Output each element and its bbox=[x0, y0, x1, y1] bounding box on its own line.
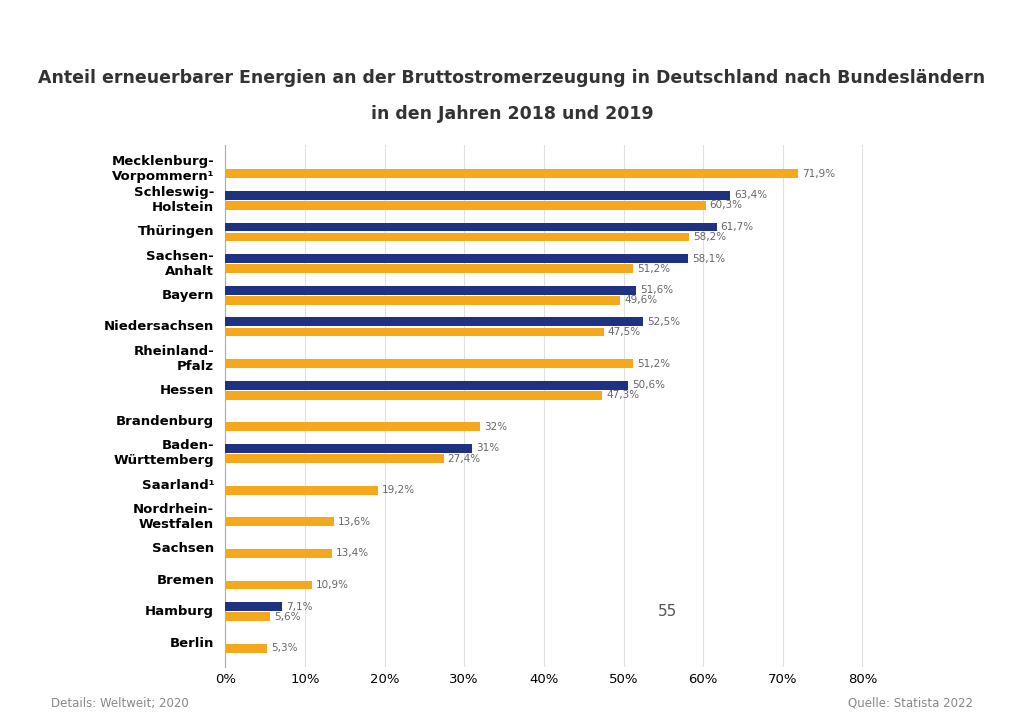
Text: 50,6%: 50,6% bbox=[632, 380, 666, 390]
Text: 49,6%: 49,6% bbox=[625, 295, 657, 305]
Bar bbox=[225, 423, 480, 431]
Text: 61,7%: 61,7% bbox=[721, 222, 754, 232]
Bar bbox=[225, 296, 621, 304]
Text: 51,2%: 51,2% bbox=[637, 264, 670, 274]
Text: 5,6%: 5,6% bbox=[273, 612, 300, 622]
Text: 71,9%: 71,9% bbox=[802, 169, 835, 179]
Bar bbox=[225, 286, 636, 294]
Text: 31%: 31% bbox=[476, 444, 500, 453]
Text: 32%: 32% bbox=[484, 422, 507, 432]
Bar bbox=[225, 486, 378, 494]
Bar bbox=[225, 518, 334, 526]
Bar bbox=[225, 318, 643, 326]
Bar bbox=[225, 233, 689, 241]
Bar bbox=[225, 223, 717, 231]
Bar bbox=[225, 201, 706, 210]
Text: Quelle: Statista 2022: Quelle: Statista 2022 bbox=[848, 697, 973, 710]
Text: 58,2%: 58,2% bbox=[693, 232, 726, 242]
Text: 51,2%: 51,2% bbox=[637, 359, 670, 368]
Text: 51,6%: 51,6% bbox=[640, 285, 674, 295]
Text: 13,4%: 13,4% bbox=[336, 548, 369, 558]
Bar bbox=[225, 613, 270, 621]
Bar bbox=[225, 549, 332, 558]
Text: 58,1%: 58,1% bbox=[692, 254, 725, 264]
Text: 7,1%: 7,1% bbox=[286, 602, 312, 612]
Bar bbox=[225, 170, 798, 178]
Text: 27,4%: 27,4% bbox=[447, 454, 480, 463]
Text: Details: Weltweit; 2020: Details: Weltweit; 2020 bbox=[51, 697, 189, 710]
Bar bbox=[225, 454, 443, 463]
Bar bbox=[225, 644, 267, 652]
Text: 47,3%: 47,3% bbox=[606, 390, 639, 400]
Bar bbox=[225, 391, 602, 399]
Bar bbox=[225, 444, 472, 453]
Bar bbox=[225, 265, 633, 273]
Bar bbox=[225, 328, 603, 336]
Text: 13,6%: 13,6% bbox=[338, 517, 371, 527]
Text: 60,3%: 60,3% bbox=[710, 200, 742, 210]
Text: 19,2%: 19,2% bbox=[382, 485, 416, 495]
Bar bbox=[225, 191, 730, 199]
Text: 47,5%: 47,5% bbox=[607, 327, 641, 337]
Bar bbox=[225, 381, 629, 389]
Text: 5,3%: 5,3% bbox=[271, 643, 298, 653]
Bar bbox=[225, 254, 688, 263]
Bar bbox=[225, 581, 312, 589]
Text: 55: 55 bbox=[657, 604, 677, 619]
Text: 52,5%: 52,5% bbox=[647, 317, 681, 327]
Text: Anteil erneuerbarer Energien an der Bruttostromerzeugung in Deutschland nach Bun: Anteil erneuerbarer Energien an der Brut… bbox=[39, 69, 985, 87]
Bar bbox=[225, 359, 633, 368]
Text: 63,4%: 63,4% bbox=[734, 190, 767, 200]
Bar bbox=[225, 602, 282, 611]
Text: in den Jahren 2018 und 2019: in den Jahren 2018 und 2019 bbox=[371, 105, 653, 123]
Text: 10,9%: 10,9% bbox=[316, 580, 349, 590]
